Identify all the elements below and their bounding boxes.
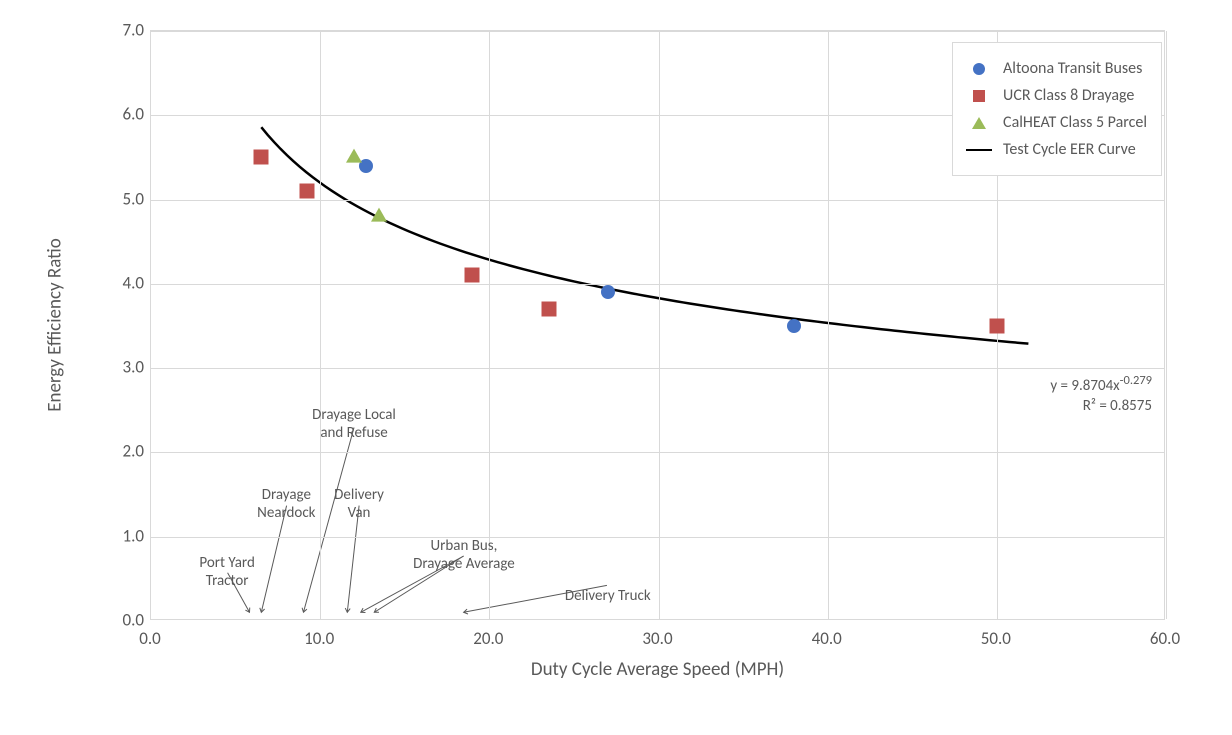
legend-label: CalHEAT Class 5 Parcel	[1003, 113, 1147, 132]
trendline-equation: y = 9.8704x-0.279 R² = 0.8575	[1050, 373, 1152, 416]
annotation-label: Delivery Truck	[565, 587, 651, 605]
gridline-h	[151, 31, 1164, 32]
gridline-h	[151, 284, 1164, 285]
legend-item: Altoona Transit Buses	[965, 59, 1147, 78]
y-tick-label: 7.0	[110, 20, 144, 41]
legend: Altoona Transit Buses UCR Class 8 Drayage…	[952, 42, 1162, 176]
y-tick-label: 1.0	[110, 525, 144, 546]
legend-swatch	[965, 114, 993, 132]
equation-text: y = 9.8704x	[1050, 377, 1119, 395]
annotation-label: DrayageNeardock	[257, 486, 315, 522]
y-tick-label: 3.0	[110, 357, 144, 378]
y-tick-label: 0.0	[110, 610, 144, 631]
x-tick-label: 40.0	[812, 628, 842, 649]
gridline-v	[659, 31, 660, 619]
gridline-v	[1166, 31, 1167, 619]
legend-label: Altoona Transit Buses	[1003, 59, 1142, 78]
data-point	[541, 302, 556, 317]
legend-item: UCR Class 8 Drayage	[965, 86, 1147, 105]
data-point	[601, 285, 615, 299]
gridline-v	[489, 31, 490, 619]
annotation-label: Urban Bus,Drayage Average	[413, 537, 515, 573]
y-tick-label: 4.0	[110, 272, 144, 293]
gridline-v	[320, 31, 321, 619]
data-point	[253, 150, 268, 165]
x-axis-title: Duty Cycle Average Speed (MPH)	[531, 658, 784, 681]
x-tick-label: 30.0	[642, 628, 672, 649]
eer-chart: Drayage Localand Refuse DrayageNeardock De…	[0, 0, 1232, 735]
y-tick-label: 2.0	[110, 441, 144, 462]
gridline-h	[151, 452, 1164, 453]
annotation-label: DeliveryVan	[334, 486, 384, 522]
data-point	[465, 268, 480, 283]
legend-swatch	[965, 87, 993, 105]
data-point	[989, 319, 1004, 334]
y-tick-label: 5.0	[110, 188, 144, 209]
annotation-label: Drayage Localand Refuse	[312, 406, 396, 442]
x-tick-label: 60.0	[1150, 628, 1180, 649]
gridline-h	[151, 368, 1164, 369]
data-point	[371, 208, 387, 222]
equation-exponent: -0.279	[1120, 373, 1152, 388]
legend-item: CalHEAT Class 5 Parcel	[965, 113, 1147, 132]
legend-label: Test Cycle EER Curve	[1003, 140, 1136, 159]
y-tick-label: 6.0	[110, 104, 144, 125]
annotation-label: Port YardTractor	[199, 554, 254, 590]
gridline-v	[828, 31, 829, 619]
y-axis-title: Energy Efficiency Ratio	[44, 238, 67, 412]
x-tick-label: 10.0	[304, 628, 334, 649]
data-point	[787, 319, 801, 333]
data-point	[299, 184, 314, 199]
x-tick-label: 20.0	[473, 628, 503, 649]
data-point	[346, 149, 362, 163]
x-tick-label: 0.0	[139, 628, 161, 649]
legend-swatch	[965, 60, 993, 78]
gridline-h	[151, 200, 1164, 201]
legend-label: UCR Class 8 Drayage	[1003, 86, 1134, 105]
trendline	[261, 127, 1028, 344]
gridline-h	[151, 537, 1164, 538]
r-squared: R² = 0.8575	[1050, 397, 1152, 417]
legend-item: Test Cycle EER Curve	[965, 140, 1147, 159]
legend-swatch	[965, 141, 993, 159]
x-tick-label: 50.0	[981, 628, 1011, 649]
